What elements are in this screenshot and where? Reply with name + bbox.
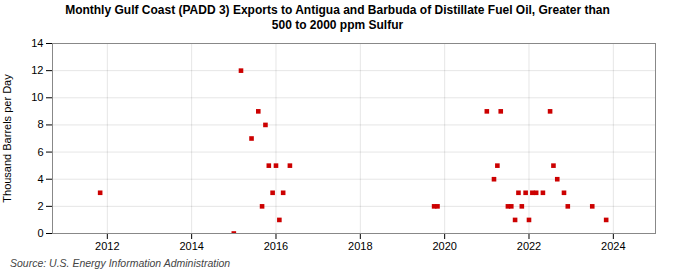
svg-text:Thousand Barrels per Day: Thousand Barrels per Day xyxy=(1,74,13,203)
svg-text:8: 8 xyxy=(37,118,43,130)
svg-text:2016: 2016 xyxy=(264,240,288,252)
svg-text:12: 12 xyxy=(31,64,43,76)
svg-text:2014: 2014 xyxy=(179,240,203,252)
svg-text:4: 4 xyxy=(37,173,43,185)
svg-text:2012: 2012 xyxy=(95,240,119,252)
svg-text:2022: 2022 xyxy=(517,240,541,252)
html-text:Source: U.S. Energy Informatio: Source: U.S. Energy Information Administ… xyxy=(10,257,231,269)
svg-text:0: 0 xyxy=(37,227,43,239)
svg-text:2: 2 xyxy=(37,200,43,212)
svg-text:2018: 2018 xyxy=(348,240,372,252)
svg-text:14: 14 xyxy=(31,37,43,49)
svg-text:10: 10 xyxy=(31,91,43,103)
svg-text:6: 6 xyxy=(37,146,43,158)
svg-text:2020: 2020 xyxy=(432,240,456,252)
svg-text:2024: 2024 xyxy=(601,240,625,252)
html-text:Monthly Gulf Coast (PADD 3) Ex: Monthly Gulf Coast (PADD 3) Exports to A… xyxy=(65,3,610,32)
